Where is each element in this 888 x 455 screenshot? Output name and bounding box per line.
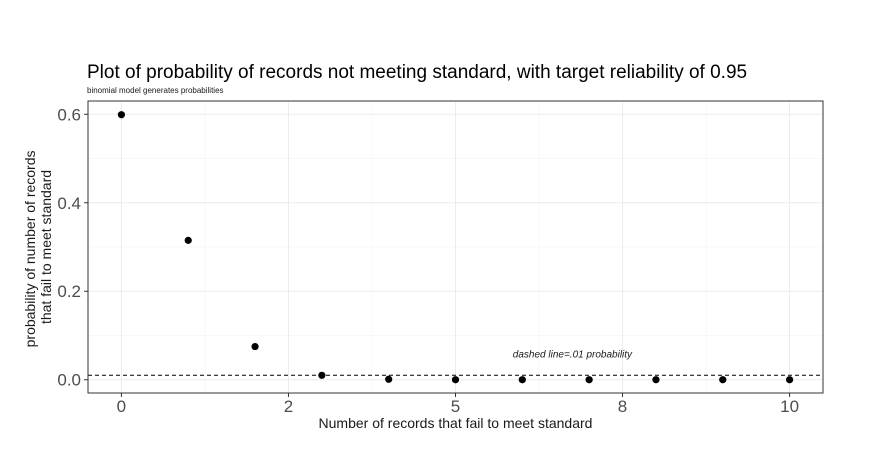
y-tick-label: 0.6 xyxy=(57,105,81,124)
data-point xyxy=(451,376,460,384)
data-points xyxy=(117,111,794,384)
data-point xyxy=(251,342,259,351)
data-point xyxy=(719,376,727,384)
annotation-label: dashed line=.01 probability xyxy=(513,350,633,361)
grid xyxy=(88,101,823,393)
axes: 0 2 5 8 10 0.0 0.2 0.4 0.6 xyxy=(57,105,799,416)
x-tick-label: 10 xyxy=(780,397,799,416)
data-point xyxy=(785,376,794,384)
y-tick-label: 0.2 xyxy=(57,282,81,301)
data-point xyxy=(385,375,393,383)
data-point xyxy=(318,371,326,379)
y-axis-title-line-2: that fail to meet standard xyxy=(38,170,54,324)
x-axis-title: Number of records that fail to meet stan… xyxy=(319,415,593,431)
data-point xyxy=(184,236,192,244)
chart-subtitle: binomial model generates probabilities xyxy=(87,86,224,95)
chart-title: Plot of probability of records not meeti… xyxy=(87,62,747,83)
y-axis-title: probability of number of records that fa… xyxy=(22,147,54,348)
y-tick-label: 0.0 xyxy=(57,371,81,390)
data-point xyxy=(585,376,593,384)
x-tick-label: 8 xyxy=(618,397,627,416)
x-tick-label: 0 xyxy=(117,397,126,416)
data-point xyxy=(652,376,660,384)
x-tick-label: 2 xyxy=(284,397,293,416)
data-point xyxy=(518,376,526,384)
x-tick-label: 5 xyxy=(451,397,460,416)
y-tick-label: 0.4 xyxy=(57,194,81,213)
annotation-group: dashed line=.01 probability xyxy=(513,350,633,361)
data-point xyxy=(117,111,126,119)
y-axis-title-line-1: probability of number of records xyxy=(22,151,38,348)
